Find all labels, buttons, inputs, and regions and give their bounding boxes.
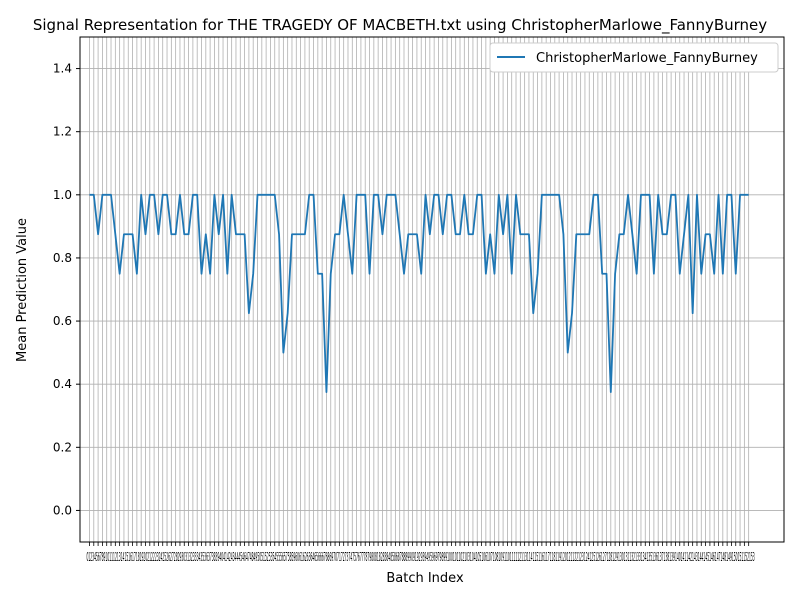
y-tick-label: 1.0 <box>53 188 72 202</box>
x-axis-ticks: 0123456789101112131415161718192021222324… <box>86 542 755 564</box>
y-tick-label: 0.0 <box>53 503 72 517</box>
legend: ChristopherMarlowe_FannyBurney <box>489 42 779 73</box>
x-axis-label: Batch Index <box>386 571 464 586</box>
y-tick-label: 1.4 <box>53 62 72 76</box>
axes-frame <box>79 36 785 543</box>
series-line <box>89 193 749 393</box>
y-tick-label: 0.8 <box>53 251 72 265</box>
y-tick-label: 0.6 <box>53 314 72 328</box>
x-gridlines <box>89 37 750 542</box>
legend-label: ChristopherMarlowe_FannyBurney <box>536 51 758 66</box>
y-tick-label: 0.4 <box>53 377 72 391</box>
y-tick-label: 0.2 <box>53 440 72 454</box>
plot-frame <box>79 36 785 543</box>
y-tick-label: 1.2 <box>53 125 72 139</box>
chart-title: Signal Representation for THE TRAGEDY OF… <box>33 16 767 35</box>
x-tick-labels: 0123456789101112131415161718192021222324… <box>86 550 754 564</box>
y-axis-ticks: 0.0 0.2 0.4 0.6 0.8 1.0 1.2 1.4 <box>53 62 80 517</box>
legend-box <box>489 42 779 73</box>
y-axis-label: Mean Prediction Value <box>15 218 30 362</box>
series-group <box>89 193 749 393</box>
